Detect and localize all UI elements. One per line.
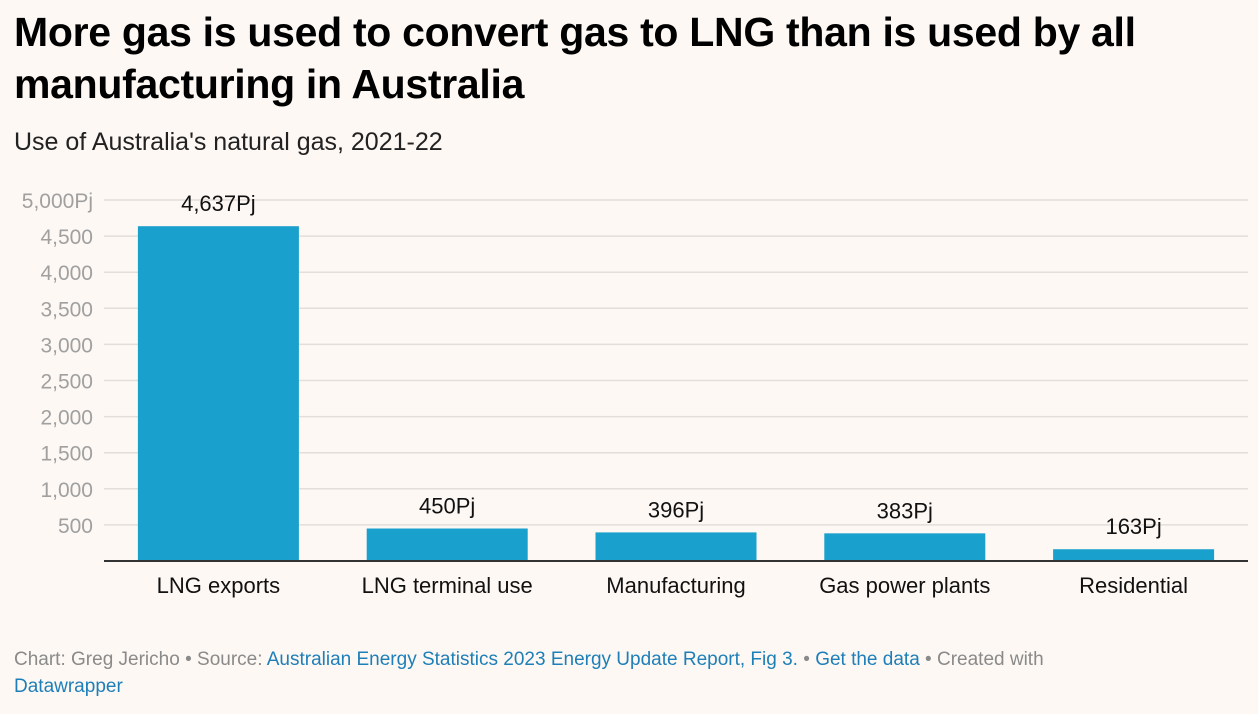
bar (824, 533, 986, 561)
bar-value-label: 383Pj (877, 498, 933, 523)
bar-value-label: 163Pj (1105, 514, 1161, 539)
y-tick-label: 4,500 (40, 226, 93, 249)
footer-separator: • (797, 649, 816, 670)
bar-value-label: 4,637Pj (181, 191, 256, 216)
y-tick-label: 500 (58, 515, 93, 538)
created-with-label: Created with (936, 649, 1044, 670)
chart-title: More gas is used to convert gas to LNG t… (14, 9, 1136, 107)
source-link[interactable]: Australian Energy Statistics 2023 Energy… (266, 649, 798, 670)
bar-value-label: 450Pj (419, 494, 475, 519)
bar (1053, 549, 1215, 561)
x-category-label: Residential (1079, 573, 1188, 598)
get-the-data-link[interactable]: Get the data (815, 649, 920, 670)
y-tick-label: 5,000Pj (22, 190, 93, 213)
footer-separator: • (179, 649, 198, 670)
x-category-label: LNG exports (157, 573, 281, 598)
bar (366, 528, 528, 561)
bar-value-label: 396Pj (648, 497, 704, 522)
chart-footer: Chart: Greg Jericho • Source: Australian… (14, 646, 1234, 700)
chart-credit: Chart: Greg Jericho (14, 649, 180, 670)
y-tick-label: 1,000 (40, 479, 93, 502)
x-category-label: LNG terminal use (362, 573, 533, 598)
y-tick-label: 1,500 (40, 443, 93, 466)
source-label: Source: (197, 649, 267, 670)
x-category-label: Manufacturing (606, 573, 745, 598)
footer-separator: • (919, 649, 937, 670)
chart-subtitle: Use of Australia's natural gas, 2021-22 (14, 128, 443, 156)
bar (595, 532, 757, 561)
bar (137, 226, 299, 561)
bar-chart: 500 1,000 1,500 2,000 2,500 3,000 3,500 4,000 4,… (22, 190, 1248, 598)
y-tick-label: 2,000 (40, 407, 93, 430)
y-tick-label: 4,000 (40, 262, 93, 285)
x-category-label: Gas power plants (819, 573, 990, 598)
y-tick-label: 3,500 (40, 298, 93, 321)
datawrapper-link[interactable]: Datawrapper (14, 676, 123, 697)
y-tick-label: 3,000 (40, 334, 93, 357)
y-tick-label: 2,500 (40, 371, 93, 394)
